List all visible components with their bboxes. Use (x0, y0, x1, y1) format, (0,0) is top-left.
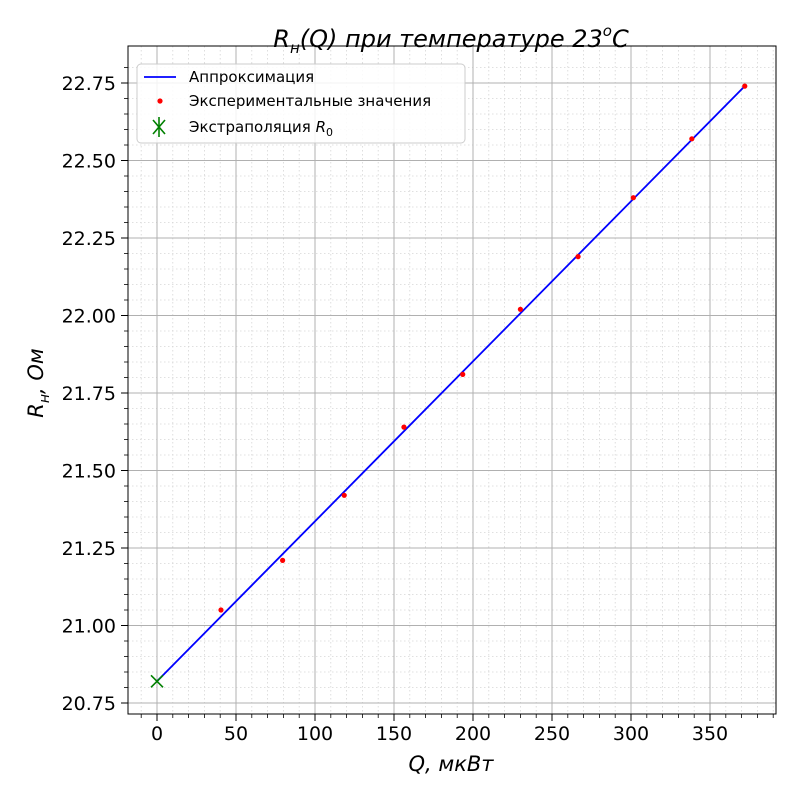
y-tick-label: 22.25 (62, 228, 116, 250)
chart-title: Rн(Q) при температуре 23oC (273, 22, 629, 57)
y-tick-label: 21.75 (62, 383, 116, 405)
series-layer (150, 83, 748, 688)
extrapolation-marker (150, 674, 164, 688)
y-tick-label: 22.00 (62, 306, 116, 328)
x-tick-label: 100 (297, 723, 333, 745)
ylabel-sub: н (37, 394, 53, 403)
legend-label-points: Экспериментальные значения (189, 92, 431, 110)
y-axis: 20.75 21.00 21.25 21.50 21.75 22.00 22.25 22.50… (62, 67, 128, 715)
x-tick-label: 350 (692, 723, 728, 745)
title-sub: н (290, 39, 300, 57)
legend-label-fit: Аппроксимация (189, 68, 314, 86)
major-grid (128, 46, 776, 714)
plot-frame (127, 45, 777, 715)
x-tick-label: 0 (151, 723, 163, 745)
title-c: C (612, 25, 629, 53)
title-q: (Q) при температуре 23 (300, 25, 603, 53)
legend-label-extrapolation: Экстраполяция R0 (189, 118, 333, 139)
x-tick-label: 200 (455, 723, 491, 745)
data-point (341, 492, 347, 498)
x-axis: 0 50 100 150 200 250 300 350 (140, 714, 774, 745)
y-tick-label: 21.00 (62, 616, 116, 638)
x-axis-label: Q, мкВт (408, 752, 494, 776)
legend-marker-swatch (152, 117, 166, 137)
legend-box (136, 63, 466, 144)
legend-extrap-sub: 0 (326, 126, 333, 139)
marker-stroke (150, 674, 164, 688)
y-tick-label: 22.50 (62, 151, 116, 173)
y-axis-label: Rн, Ом (24, 348, 53, 418)
data-point (401, 424, 407, 430)
x-tick-label: 250 (534, 723, 570, 745)
x-tick-label: 300 (613, 723, 649, 745)
y-tick-label: 21.50 (62, 461, 116, 483)
data-point (689, 136, 695, 142)
data-point (218, 607, 224, 613)
data-point (460, 371, 466, 377)
y-tick-label: 22.75 (62, 73, 116, 95)
x-tick-label: 150 (376, 723, 412, 745)
legend: Аппроксимация Экспериментальные значения… (136, 63, 466, 144)
data-point (742, 83, 748, 89)
x-tick-label: 50 (224, 723, 248, 745)
title-sup: o (603, 22, 612, 40)
legend-extrap-r: R (316, 118, 326, 136)
data-point (630, 195, 636, 201)
data-point (575, 254, 581, 260)
ylabel-r: R (24, 403, 48, 418)
legend-extrap-text: Экстраполяция (189, 118, 316, 136)
y-tick-label: 20.75 (62, 693, 116, 715)
ylabel-unit: , Ом (24, 348, 48, 394)
data-point (280, 557, 286, 564)
title-r: R (273, 25, 290, 53)
data-point (517, 306, 524, 312)
y-tick-label: 21.25 (62, 538, 116, 560)
legend-point-swatch (157, 98, 163, 104)
fit-line (156, 85, 746, 682)
